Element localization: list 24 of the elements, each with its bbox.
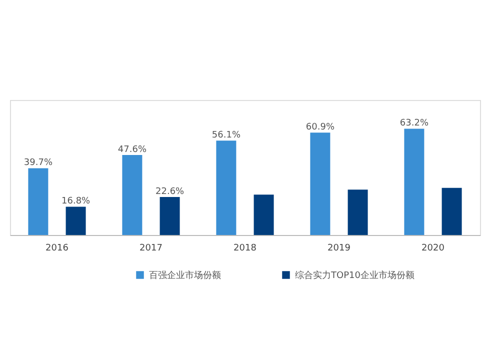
data-label: 39.7% [24,158,53,168]
legend-label: 百强企业市场份额 [149,270,221,281]
bar [122,154,142,235]
data-label: 60.9% [306,122,335,133]
x-tick-label: 2018 [234,244,257,254]
bar [310,132,330,235]
data-label: 56.1% [212,130,241,141]
data-label: 47.6% [118,144,147,155]
bar [254,194,274,235]
x-tick-label: 2019 [328,244,351,254]
bar [160,196,180,235]
x-tick-label: 2017 [140,244,162,254]
data-label: 16.8% [62,196,91,207]
bar [28,168,48,235]
data-label: 22.6% [156,186,185,197]
bar [216,140,236,235]
bar [442,188,462,235]
legend-label: 综合实力TOP10企业市场份额 [295,270,414,281]
bar [348,190,368,235]
bar [404,128,424,235]
bar [66,206,86,235]
x-tick-label: 2020 [422,244,445,254]
data-label: 63.2% [400,118,429,129]
x-tick-label: 2016 [46,244,69,254]
